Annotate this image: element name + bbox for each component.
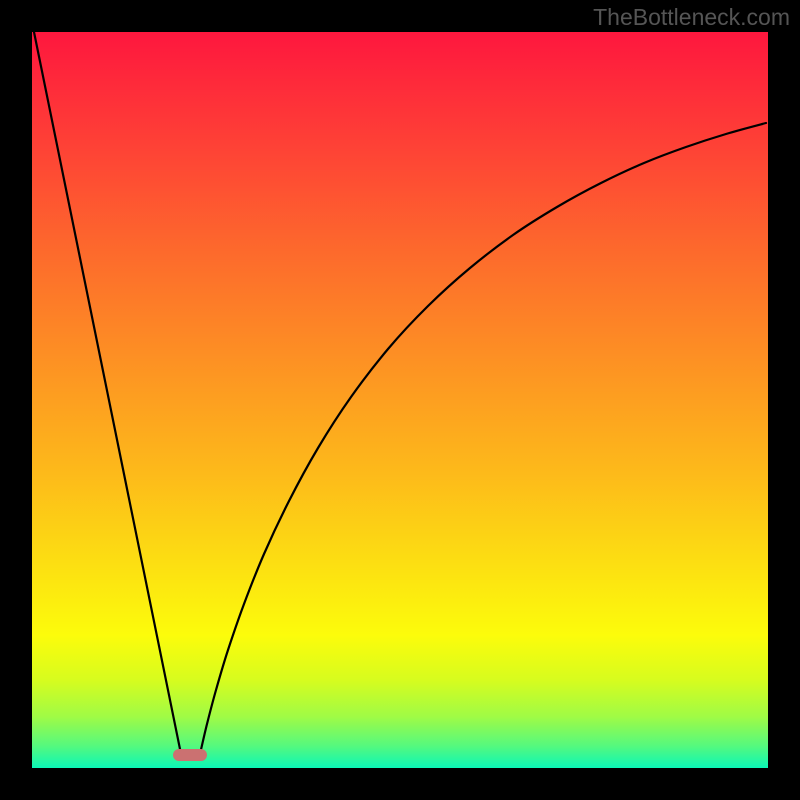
plot-background [32, 32, 768, 768]
chart-container: TheBottleneck.com [0, 0, 800, 800]
bottleneck-chart [0, 0, 800, 800]
optimal-marker [173, 749, 207, 761]
watermark-text: TheBottleneck.com [593, 4, 790, 31]
